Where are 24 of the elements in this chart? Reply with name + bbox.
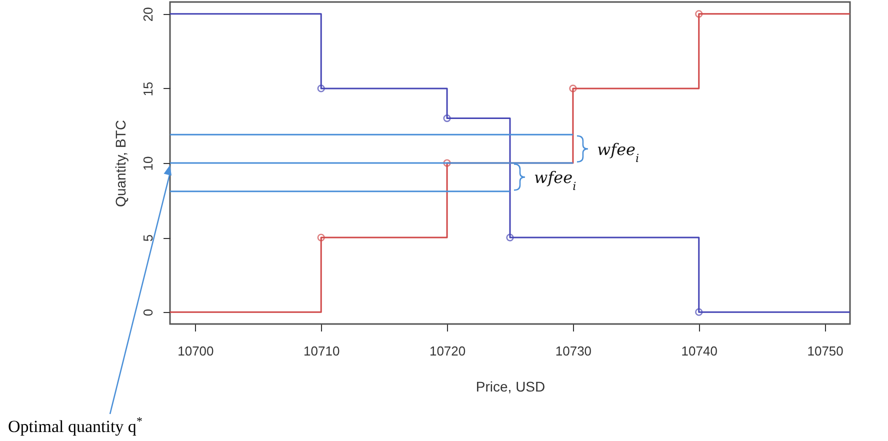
point <box>317 84 325 92</box>
x-tick-label: 10730 <box>555 344 592 358</box>
point <box>506 234 514 242</box>
point <box>317 234 325 242</box>
point <box>569 84 577 92</box>
x-tick-label: 10700 <box>178 344 214 358</box>
y-tick-label: 10 <box>140 156 156 171</box>
y-tick-label: 20 <box>140 7 156 22</box>
y-tick-label: 15 <box>140 82 156 96</box>
annotation: wfee$_{i}$ <box>596 140 640 164</box>
x-tick-label: 10710 <box>304 344 340 358</box>
annotation: wfee$_{i}$ <box>534 168 577 193</box>
text: Optimal quantity q$^{*}$ <box>8 414 142 436</box>
point <box>443 114 451 122</box>
point <box>695 308 703 316</box>
point <box>443 159 451 167</box>
x-tick-label: 10720 <box>429 344 466 358</box>
x-tick-label: 10750 <box>807 344 844 358</box>
x-axis-title: Price, USD <box>476 378 546 394</box>
y-tick-label: 0 <box>140 308 156 316</box>
point <box>695 10 703 18</box>
x-tick-label: 10740 <box>681 344 718 358</box>
y-tick-label: 5 <box>140 234 156 242</box>
y-axis-title: Quantity, BTC <box>112 120 128 207</box>
